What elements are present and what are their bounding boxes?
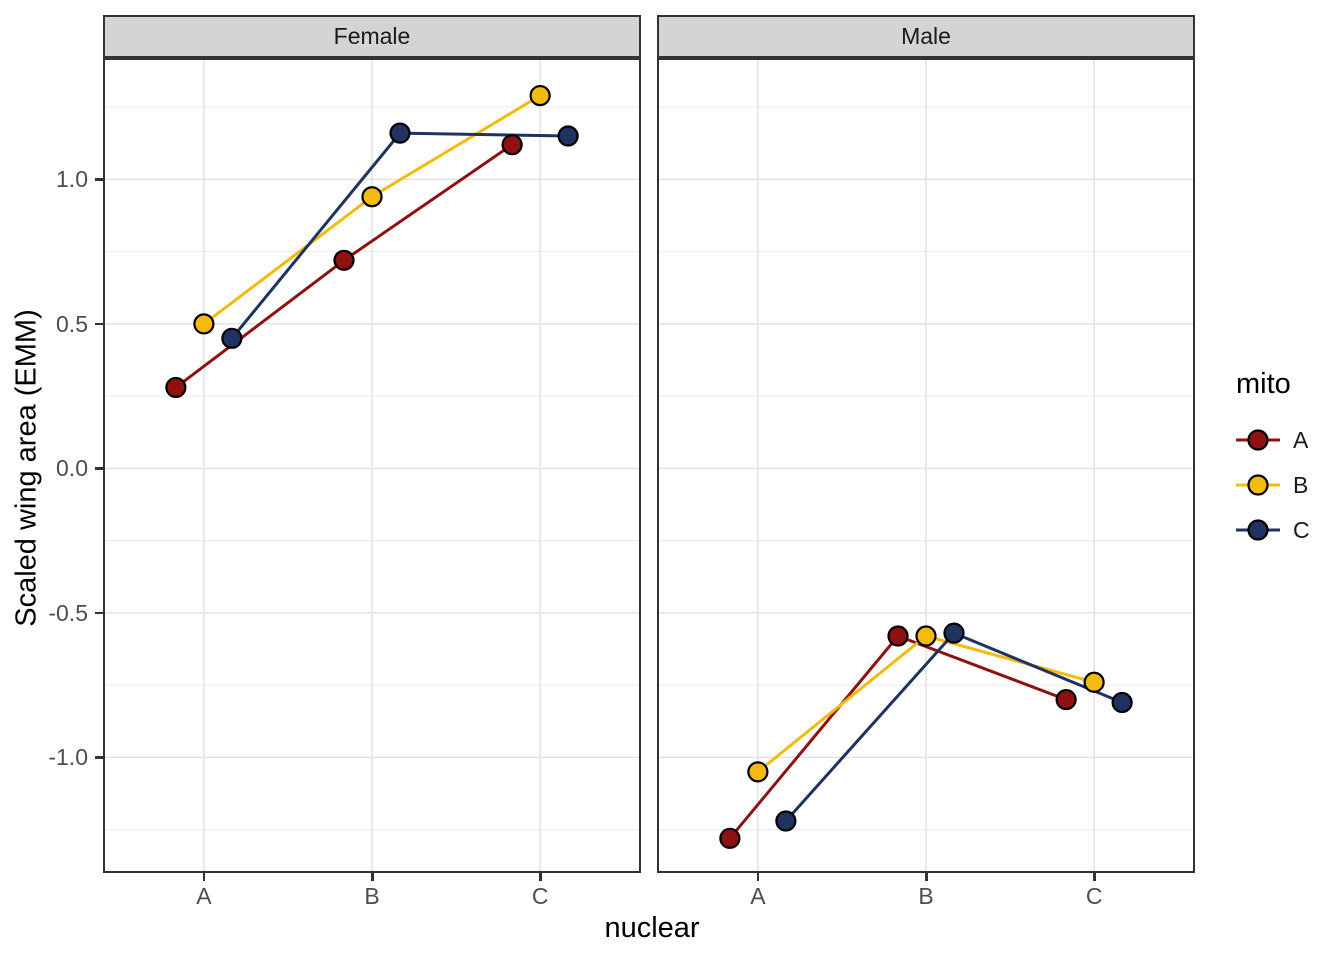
data-point (1055, 688, 1077, 711)
data-point (501, 134, 523, 156)
data-point (165, 376, 187, 399)
data-point (193, 313, 215, 335)
data-point (915, 625, 937, 647)
data-point (1083, 671, 1105, 693)
data-point (557, 125, 579, 147)
x-tick-label: A (196, 883, 212, 909)
legend-entry-label: A (1293, 426, 1309, 453)
data-point (333, 249, 355, 271)
y-tick-mark (95, 322, 103, 326)
data-point (943, 622, 965, 644)
x-tick-label: A (750, 883, 766, 909)
legend-key-point-icon (1236, 519, 1280, 541)
y-tick-mark (95, 178, 103, 181)
series-line-c (784, 631, 1123, 822)
legend-key-point-icon (1236, 429, 1280, 451)
legend-key-circle (1247, 474, 1269, 496)
y-tick-label: -1.0 (48, 744, 88, 771)
y-tick-mark (95, 611, 103, 615)
data-point (361, 186, 383, 208)
legend: mito A B C (1236, 368, 1310, 562)
data-point (529, 84, 551, 107)
legend-entry-c: C (1236, 517, 1310, 543)
x-tick-mark (756, 873, 760, 881)
x-tick-mark (1093, 873, 1096, 881)
y-tick-label: 0.5 (56, 310, 88, 337)
panel-plot-area (103, 58, 641, 873)
y-tick-label: 1.0 (56, 166, 88, 193)
x-tick-label: B (364, 883, 380, 909)
data-point (887, 625, 909, 647)
data-point (719, 827, 741, 849)
x-axis-title: nuclear (604, 912, 700, 944)
data-point (389, 122, 411, 144)
data-point (221, 327, 243, 349)
panel-male (657, 58, 1195, 873)
y-tick-mark (95, 467, 103, 470)
legend-entry-b: B (1236, 472, 1310, 498)
data-point (775, 810, 797, 832)
panel-female (103, 58, 641, 873)
facet-strip-male: Male (657, 15, 1195, 58)
x-tick-mark (539, 873, 542, 881)
legend-title: mito (1236, 368, 1291, 400)
facet-strip-female: Female (103, 15, 641, 58)
facet-strip-label: Male (901, 23, 951, 49)
legend-entry-label: C (1293, 516, 1310, 543)
panel-plot-area (657, 58, 1195, 873)
data-point (1111, 691, 1133, 714)
y-tick-mark (95, 756, 103, 759)
data-point (747, 761, 769, 783)
x-tick-mark (925, 873, 928, 881)
facet-strip-label: Female (333, 23, 411, 49)
y-tick-label: 0.0 (56, 455, 88, 482)
legend-entry-label: B (1293, 471, 1309, 498)
panel-border (657, 58, 1195, 873)
x-tick-mark (202, 873, 206, 881)
y-tick-label: -0.5 (48, 599, 88, 626)
x-tick-mark (371, 873, 374, 881)
legend-key-circle (1247, 519, 1269, 541)
panel-border (103, 58, 641, 873)
x-tick-label: C (531, 883, 549, 909)
legend-entry-a: A (1236, 427, 1310, 453)
series-line-a (728, 634, 1067, 840)
legend-key-circle (1247, 429, 1269, 451)
x-tick-label: C (1085, 883, 1103, 909)
x-tick-label: B (918, 883, 934, 909)
legend-key-point-icon (1236, 474, 1280, 496)
